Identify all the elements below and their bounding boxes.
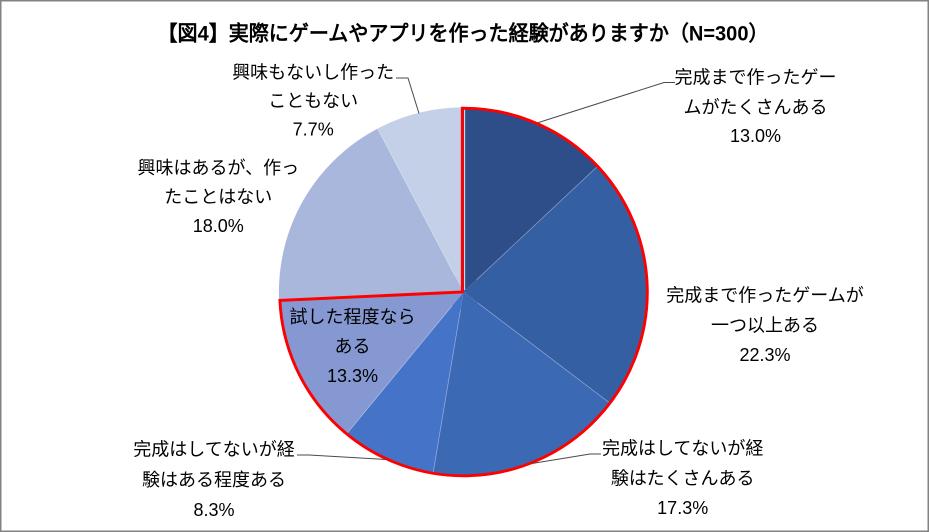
svg-text:一つ以上ある: 一つ以上ある xyxy=(711,316,819,336)
svg-text:完成はしてないが経: 完成はしてないが経 xyxy=(133,440,294,460)
svg-text:完成まで作ったゲー: 完成まで作ったゲー xyxy=(675,67,837,87)
svg-text:験はたくさんある: 験はたくさんある xyxy=(611,468,755,488)
svg-text:たことはない: たことはない xyxy=(164,187,272,207)
svg-text:7.7%: 7.7% xyxy=(293,120,334,140)
svg-text:18.0%: 18.0% xyxy=(193,216,244,236)
svg-text:ムがたくさんある: ムがたくさんある xyxy=(684,97,828,117)
svg-text:興味もないし作った: 興味もないし作った xyxy=(232,63,394,83)
svg-text:8.3%: 8.3% xyxy=(193,500,234,520)
svg-text:興味はあるが、作っ: 興味はあるが、作っ xyxy=(137,158,299,178)
svg-text:【図4】実際にゲームやアプリを作った経験がありますか（N=3: 【図4】実際にゲームやアプリを作った経験がありますか（N=300） xyxy=(158,22,769,46)
svg-text:17.3%: 17.3% xyxy=(657,498,708,518)
svg-text:13.3%: 13.3% xyxy=(327,366,378,386)
svg-text:完成はしてないが経: 完成はしてないが経 xyxy=(602,439,763,459)
svg-text:験はある程度ある: 験はある程度ある xyxy=(142,470,286,490)
svg-text:こともない: こともない xyxy=(268,91,358,111)
svg-text:22.3%: 22.3% xyxy=(739,345,790,365)
svg-text:完成まで作ったゲームが: 完成まで作ったゲームが xyxy=(666,286,863,306)
svg-text:試した程度なら: 試した程度なら xyxy=(290,307,416,327)
svg-text:ある: ある xyxy=(335,337,371,357)
svg-text:13.0%: 13.0% xyxy=(730,126,781,146)
